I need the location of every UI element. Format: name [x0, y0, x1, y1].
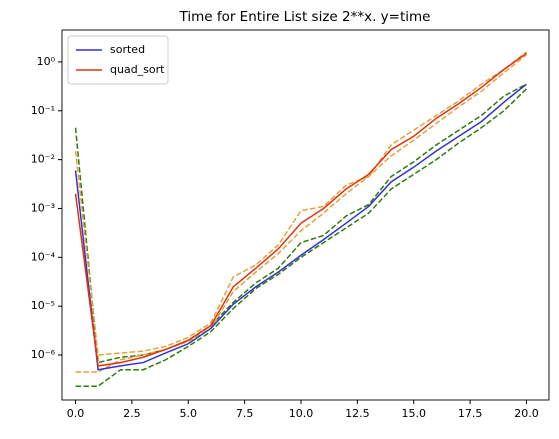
x-tick-label: 20.0 — [514, 407, 539, 420]
legend-label: sorted — [110, 43, 145, 56]
x-tick-label: 17.5 — [458, 407, 483, 420]
y-tick-label: 10⁻⁴ — [31, 250, 56, 263]
chart-title: Time for Entire List size 2**x. y=time — [179, 9, 431, 25]
dashed-line — [75, 88, 527, 387]
y-tick-label: 10⁻⁵ — [31, 299, 55, 312]
series-line — [74, 52, 527, 367]
x-tick-label: 7.5 — [236, 407, 254, 420]
y-tick-label: 10⁰ — [37, 55, 56, 68]
y-tick-label: 10⁻² — [31, 153, 55, 166]
dashed-line — [74, 83, 527, 364]
series-line — [74, 83, 527, 371]
dashed-line — [74, 51, 527, 356]
x-tick-label: 2.5 — [123, 407, 141, 420]
plot-frame — [61, 29, 550, 401]
x-tick-label: 12.5 — [345, 407, 370, 420]
y-tick-label: 10⁻¹ — [31, 104, 55, 117]
y-tick-label: 10⁻³ — [31, 201, 55, 214]
legend-box — [67, 35, 169, 85]
legend-label: quad_sort — [110, 63, 165, 76]
x-tick-label: 15.0 — [401, 407, 426, 420]
x-tick-label: 10.0 — [289, 407, 314, 420]
x-tick-label: 0.0 — [67, 407, 85, 420]
x-tick-label: 5.0 — [180, 407, 198, 420]
dashed-line — [75, 54, 527, 373]
y-tick-label: 10⁻⁶ — [31, 348, 56, 361]
